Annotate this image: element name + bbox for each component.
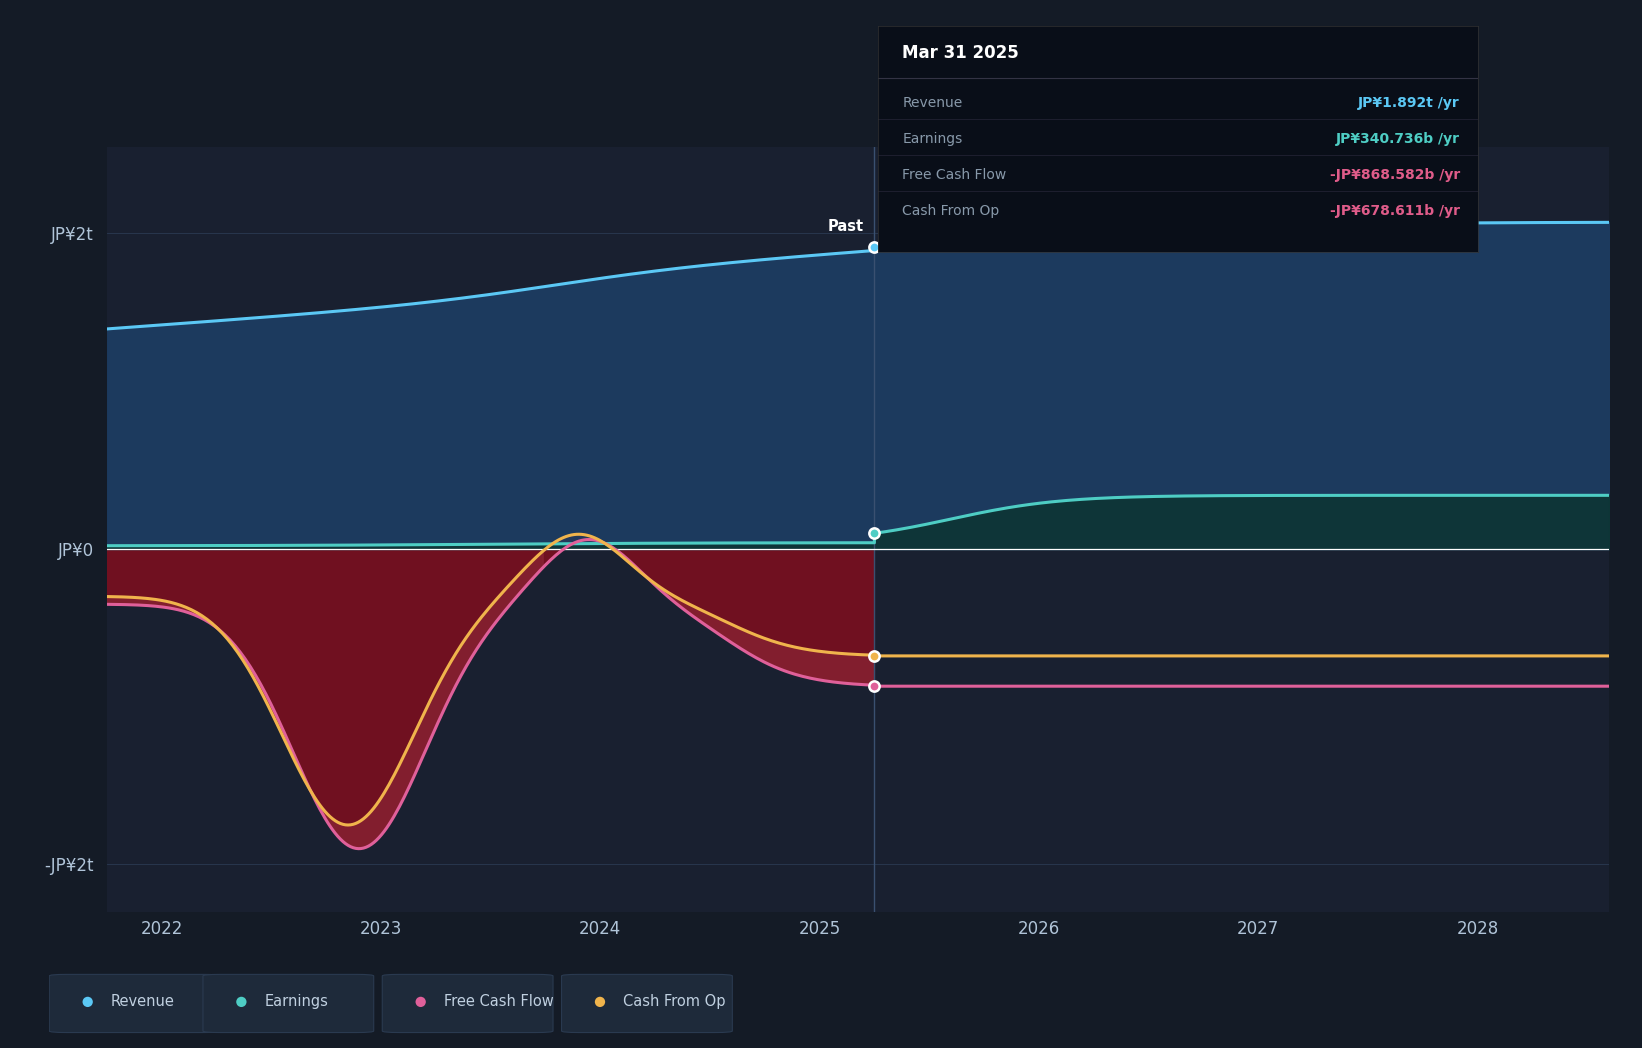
Point (228, 994, 255, 1010)
FancyBboxPatch shape (562, 975, 732, 1032)
FancyBboxPatch shape (383, 975, 553, 1032)
Point (74, 994, 100, 1010)
Text: Cash From Op: Cash From Op (903, 204, 1000, 218)
Text: -JP¥868.582b /yr: -JP¥868.582b /yr (1330, 168, 1460, 182)
Point (862, 678, 888, 695)
Point (862, 648, 888, 664)
Point (862, 525, 888, 542)
Text: Free Cash Flow: Free Cash Flow (903, 168, 1007, 182)
Text: JP¥1.892t /yr: JP¥1.892t /yr (1358, 95, 1460, 110)
Text: JP¥340.736b /yr: JP¥340.736b /yr (1337, 132, 1460, 146)
FancyBboxPatch shape (49, 975, 220, 1032)
Text: Earnings: Earnings (903, 132, 962, 146)
Point (407, 994, 433, 1010)
Text: Cash From Op: Cash From Op (622, 995, 726, 1009)
Text: Revenue: Revenue (903, 95, 962, 110)
Text: Earnings: Earnings (264, 995, 328, 1009)
Text: Past: Past (828, 219, 864, 234)
Text: Mar 31 2025: Mar 31 2025 (903, 44, 1020, 62)
Text: -JP¥678.611b /yr: -JP¥678.611b /yr (1330, 204, 1460, 218)
Text: Free Cash Flow: Free Cash Flow (443, 995, 553, 1009)
Point (862, 239, 888, 256)
Text: Analysts Forecasts: Analysts Forecasts (892, 219, 1028, 234)
Point (586, 994, 612, 1010)
Text: Revenue: Revenue (110, 995, 174, 1009)
FancyBboxPatch shape (204, 975, 374, 1032)
